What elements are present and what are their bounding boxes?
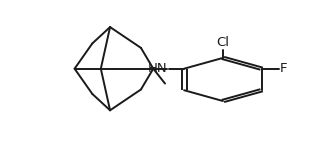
Text: F: F [280,62,288,75]
Text: Cl: Cl [216,36,229,49]
Text: HN: HN [148,62,167,75]
